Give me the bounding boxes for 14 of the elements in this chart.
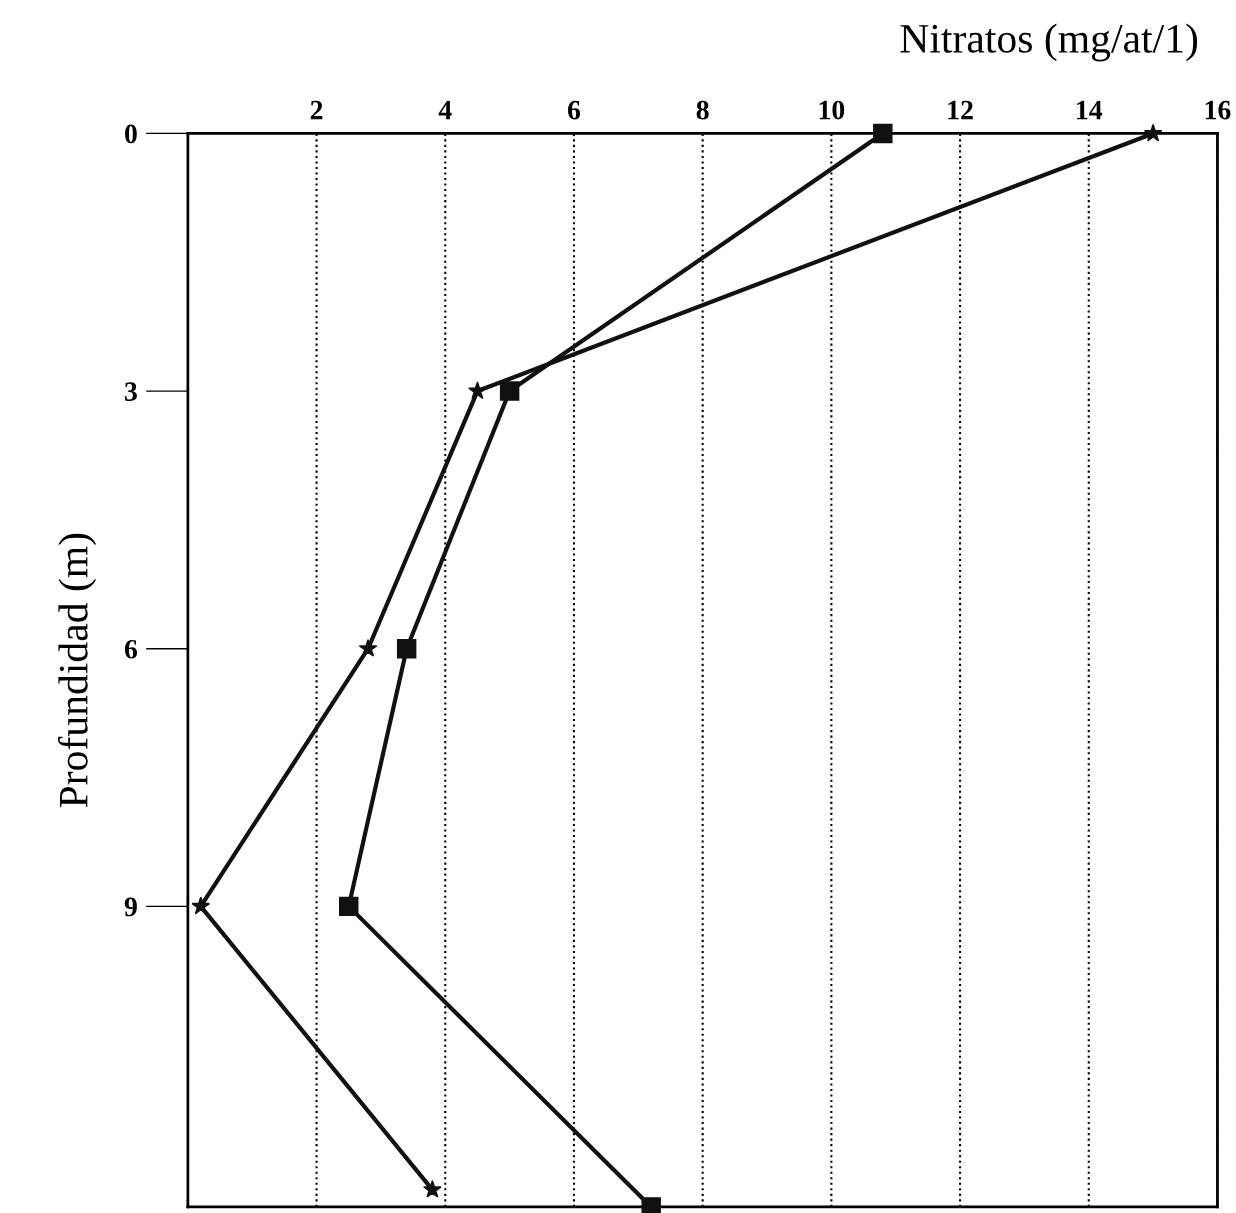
- chart-title: Nitratos (mg/at/1): [900, 23, 1198, 62]
- y-tick-label: 6: [124, 639, 138, 659]
- x-tick-label: 2: [310, 100, 323, 120]
- x-tick-label: 10: [819, 100, 845, 120]
- x-tick-label: 12: [948, 100, 973, 120]
- x-tick-label: 14: [1077, 100, 1103, 120]
- y-tick-label: 9: [124, 897, 137, 917]
- y-tick-label: 3: [125, 382, 137, 401]
- x-tick-label: 16: [1205, 100, 1231, 120]
- x-tick-label: 4: [438, 100, 452, 120]
- y-axis-title: Profundidad (m): [58, 533, 97, 808]
- x-tick-label: 8: [696, 100, 709, 120]
- y-tick-label: 0: [125, 124, 137, 144]
- x-tick-label: 6: [567, 100, 581, 120]
